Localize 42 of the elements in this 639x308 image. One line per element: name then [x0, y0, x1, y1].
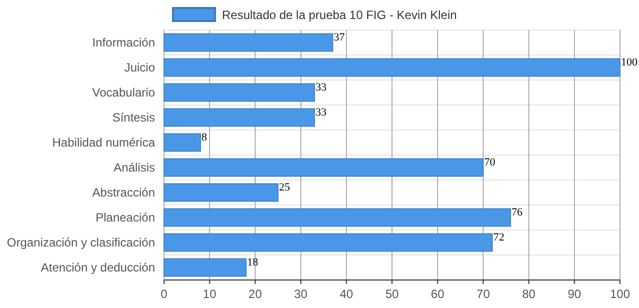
x-tick-label: 90	[568, 287, 582, 301]
bar	[164, 233, 493, 252]
bar	[164, 183, 278, 202]
bar	[164, 208, 512, 227]
y-tick-label: Abstracción	[92, 186, 155, 200]
bar	[164, 158, 484, 177]
y-tick-label: Atención y deducción	[40, 260, 155, 274]
x-tick-label: 70	[476, 287, 490, 301]
bar	[164, 258, 247, 277]
y-tick-label: Información	[92, 36, 155, 50]
data-label: 33	[315, 106, 327, 118]
y-tick-label: Juicio	[124, 60, 156, 74]
x-tick-label: 100	[610, 287, 630, 301]
bar	[164, 58, 620, 77]
data-label: 33	[315, 82, 327, 94]
data-label: 76	[512, 206, 524, 218]
x-tick-label: 50	[385, 287, 399, 301]
data-label: 100	[621, 56, 638, 68]
x-tick-label: 10	[202, 287, 217, 301]
x-tick-label: 30	[294, 287, 308, 301]
y-tick-label: Análisis	[114, 160, 155, 174]
data-label: 37	[334, 32, 346, 44]
legend-label: Resultado de la prueba 10 FIG - Kevin Klein	[222, 8, 457, 22]
data-label: 8	[201, 132, 208, 144]
y-tick-label: Habilidad numérica	[52, 136, 156, 150]
y-tick-label: Planeación	[96, 210, 155, 224]
y-tick-label: Organización y clasificación	[6, 236, 155, 250]
x-tick-label: 40	[340, 287, 354, 301]
y-tick-label: Síntesis	[112, 110, 155, 124]
x-tick-label: 0	[160, 287, 168, 301]
data-label: 25	[279, 182, 290, 194]
data-label: 70	[484, 156, 496, 168]
bar	[164, 108, 315, 127]
data-label: 72	[493, 232, 504, 244]
data-label: 18	[247, 256, 259, 268]
x-tick-label: 20	[248, 287, 262, 301]
y-tick-label: Vocabulario	[92, 86, 156, 100]
bar	[164, 33, 334, 52]
bar	[164, 83, 315, 102]
x-tick-label: 60	[430, 287, 445, 301]
x-tick-label: 80	[522, 287, 536, 301]
bar	[164, 133, 201, 152]
